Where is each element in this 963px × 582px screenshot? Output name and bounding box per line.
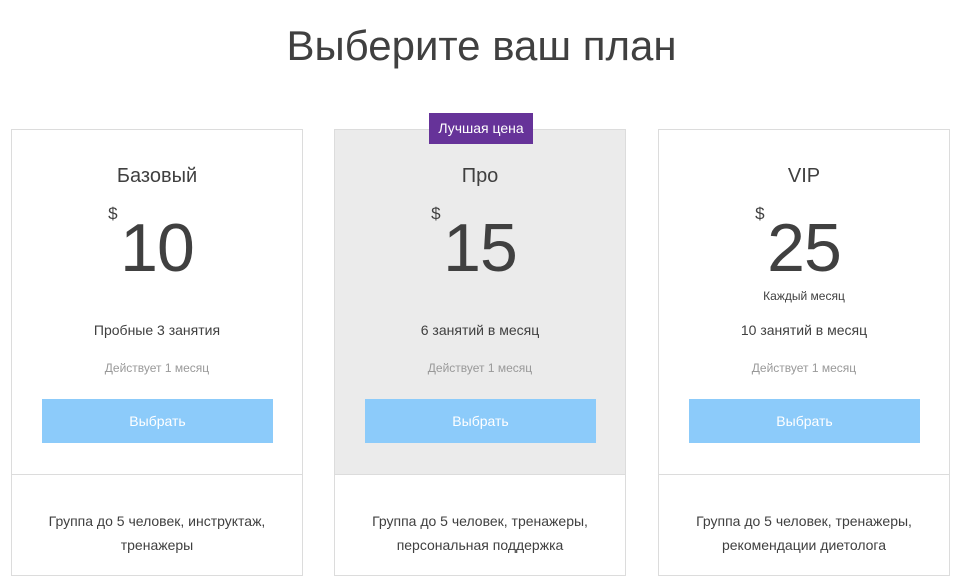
plan-price: $15 — [335, 204, 625, 288]
select-plan-button[interactable]: Выбрать — [689, 399, 920, 443]
page-title: Выберите ваш план — [286, 22, 677, 69]
plan-features: Группа до 5 человек, инструктаж, тренаже… — [48, 513, 266, 553]
plan-features: Группа до 5 человек, тренажеры, рекоменд… — [696, 513, 912, 553]
currency-symbol: $ — [431, 204, 441, 223]
plan-validity: Действует 1 месяц — [427, 361, 533, 375]
plan-card-basic: Базовый $10 Пробные 3 занятия Действует … — [11, 129, 303, 576]
plan-name: Про — [461, 165, 499, 187]
plan-price: $25 — [659, 204, 949, 288]
plan-header: VIP $25 Каждый месяц 10 занятий в месяц … — [659, 130, 949, 474]
select-plan-button[interactable]: Выбрать — [42, 399, 273, 443]
plan-features: Группа до 5 человек, тренажеры, персонал… — [372, 513, 588, 553]
select-plan-button[interactable]: Выбрать — [365, 399, 596, 443]
plan-features-section: Группа до 5 человек, тренажеры, персонал… — [335, 474, 625, 575]
plan-sessions: 6 занятий в месяц — [420, 322, 540, 338]
plan-name: Базовый — [116, 165, 198, 187]
price-amount: 15 — [443, 210, 518, 286]
best-price-badge: Лучшая цена — [429, 113, 533, 144]
plan-billing-period: Каждый месяц — [763, 289, 845, 303]
currency-symbol: $ — [755, 204, 765, 223]
plan-sessions: Пробные 3 занятия — [93, 322, 221, 338]
plan-header: Про $15 6 занятий в месяц Действует 1 ме… — [335, 130, 625, 474]
plan-card-pro: Про $15 6 занятий в месяц Действует 1 ме… — [334, 129, 626, 576]
plan-header: Базовый $10 Пробные 3 занятия Действует … — [12, 130, 302, 474]
plan-sessions: 10 занятий в месяц — [740, 322, 868, 338]
plan-validity: Действует 1 месяц — [751, 361, 857, 375]
price-amount: 25 — [767, 210, 842, 286]
currency-symbol: $ — [108, 204, 118, 223]
plan-validity: Действует 1 месяц — [104, 361, 210, 375]
plan-features-section: Группа до 5 человек, тренажеры, рекоменд… — [659, 474, 949, 575]
plan-features-section: Группа до 5 человек, инструктаж, тренаже… — [12, 474, 302, 575]
plan-price: $10 — [12, 204, 302, 288]
price-amount: 10 — [120, 210, 195, 286]
plan-card-vip: VIP $25 Каждый месяц 10 занятий в месяц … — [658, 129, 950, 576]
plan-name: VIP — [787, 165, 821, 187]
